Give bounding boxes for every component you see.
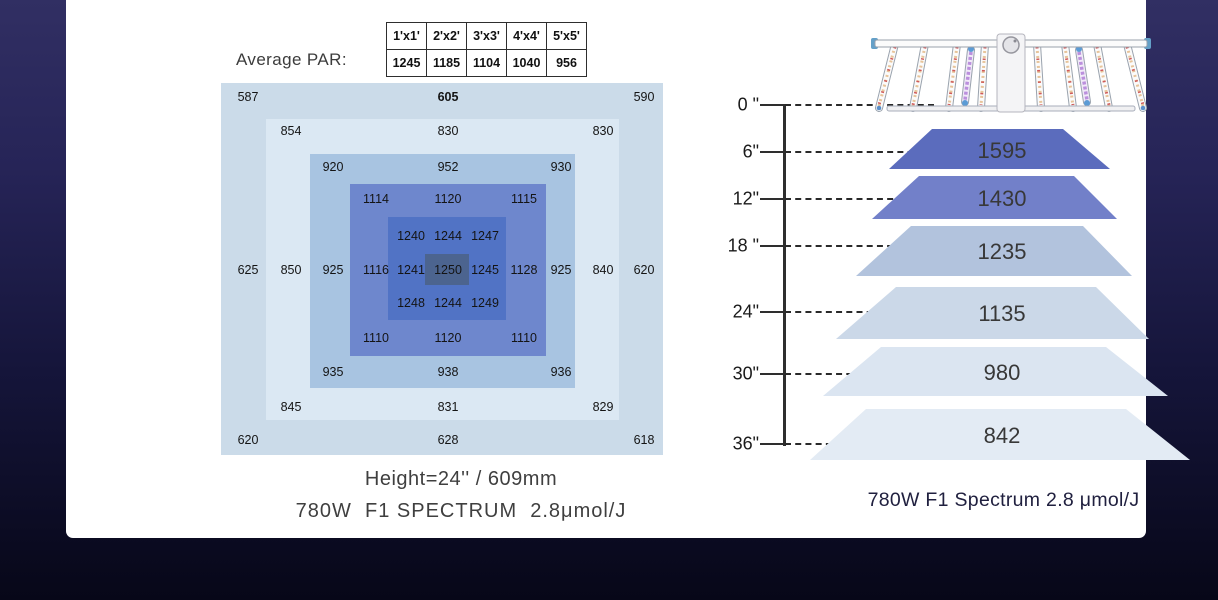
par-value: 1116: [363, 263, 389, 277]
ppfd-value-label: 842: [983, 423, 1021, 448]
ppfd-plane: [856, 226, 1132, 276]
par-value: 605: [437, 90, 459, 104]
par-value: 1114: [363, 192, 389, 206]
par-value: 1120: [434, 192, 462, 206]
par-table-value-cell: 1245: [386, 49, 427, 77]
ppfd-plane: [836, 287, 1149, 339]
average-par-table-header-row: 1'x1' 2'x2' 3'x3' 4'x4' 5'x5': [386, 22, 587, 50]
height-dashed-line: [785, 311, 934, 313]
par-value: 1248: [397, 296, 425, 310]
par-value: 618: [633, 433, 655, 447]
par-value: 829: [592, 400, 614, 414]
par-value: 1249: [471, 296, 499, 310]
height-tick-line: [760, 245, 785, 248]
grow-light-fixture-icon: [871, 33, 1151, 113]
par-table-value-cell: 956: [546, 49, 587, 77]
par-value: 587: [237, 90, 259, 104]
height-tick-label: 24": [732, 301, 759, 322]
height-axis-line: [783, 104, 786, 446]
par-value: 590: [633, 90, 655, 104]
par-value: 925: [550, 263, 572, 277]
ppfd-plane: [872, 176, 1117, 219]
par-value: 1247: [471, 229, 499, 243]
ppfd-plane: [889, 129, 1110, 169]
ppfd-plane: [823, 347, 1168, 396]
height-dashed-line: [785, 151, 934, 153]
height-tick-label: 0 ": [737, 94, 759, 115]
height-tick-label: 12": [732, 188, 759, 209]
par-table-header-cell: 3'x3': [466, 22, 507, 50]
ppfd-value-label: 980: [983, 360, 1021, 385]
height-tick-line: [760, 104, 785, 107]
ppfd-plane: [810, 409, 1190, 460]
par-value: 1128: [510, 263, 538, 277]
spectrum-caption-left: 780W F1 SPECTRUM 2.8μmol/J: [295, 500, 627, 522]
average-par-label: Average PAR:: [236, 50, 347, 69]
par-ring-center: [425, 254, 469, 285]
par-table-header-cell: 1'x1': [386, 22, 427, 50]
par-value: 1245: [471, 263, 499, 277]
par-value: 1115: [511, 192, 537, 206]
par-map: 587 605 590 625 620 620 628 618 854 830 830 850 840 8…: [221, 83, 663, 455]
par-value: 1241: [397, 263, 425, 277]
par-table-header-cell: 5'x5': [546, 22, 587, 50]
spectrum-caption-right: 780W F1 Spectrum 2.8 μmol/J: [867, 489, 1140, 511]
par-value: 854: [280, 124, 302, 138]
par-value: 840: [592, 263, 614, 277]
par-table-value-cell: 1185: [426, 49, 467, 77]
par-value: 1240: [397, 229, 425, 243]
par-value: 920: [322, 160, 344, 174]
par-table-value-cell: 1104: [466, 49, 507, 77]
content-panel: Average PAR: 1'x1' 2'x2' 3'x3' 4'x4' 5'x5' 1…: [66, 0, 1190, 538]
par-value: 628: [437, 433, 459, 447]
height-caption: Height=24'' / 609mm: [364, 468, 558, 490]
par-value: 620: [237, 433, 259, 447]
height-dashed-line: [785, 104, 934, 106]
par-value: 850: [280, 263, 302, 277]
height-tick-line: [760, 443, 785, 446]
par-value: 1110: [363, 331, 389, 345]
par-value: 625: [237, 263, 259, 277]
height-dashed-line: [785, 198, 934, 200]
par-value: 831: [437, 400, 459, 414]
height-tick-line: [760, 373, 785, 376]
ppfd-value-label: 1235: [977, 239, 1027, 264]
par-value: 1244: [434, 229, 462, 243]
par-value: 930: [550, 160, 572, 174]
height-tick-label: 6": [742, 141, 759, 162]
par-value: 925: [322, 263, 344, 277]
ppfd-value-label: 1595: [977, 138, 1027, 163]
par-value: 936: [550, 365, 572, 379]
par-value: 952: [437, 160, 459, 174]
ppfd-trapezoids: [810, 129, 1190, 460]
height-tick-label: 36": [732, 433, 759, 454]
par-value: 935: [322, 365, 344, 379]
average-par-table-value-row: 1245 1185 1104 1040 956: [386, 49, 587, 77]
ppfd-value-label: 1430: [977, 186, 1027, 211]
height-dashed-line: [785, 245, 934, 247]
par-value: 1244: [434, 296, 462, 310]
par-value: 620: [633, 263, 655, 277]
height-tick-line: [760, 151, 785, 154]
par-value: 938: [437, 365, 459, 379]
par-table-header-cell: 4'x4': [506, 22, 547, 50]
ppfd-value-label: 1135: [978, 301, 1026, 326]
par-value: 1120: [434, 331, 462, 345]
height-tick-line: [760, 198, 785, 201]
height-tick-label: 18 ": [727, 235, 759, 256]
par-value: 830: [592, 124, 614, 138]
par-value: 1250: [434, 263, 462, 277]
average-par-table: 1'x1' 2'x2' 3'x3' 4'x4' 5'x5' 1245 1185 1104 10…: [386, 22, 587, 77]
height-tick-line: [760, 311, 785, 314]
par-value: 1110: [511, 331, 537, 345]
height-tick-label: 30": [732, 363, 759, 384]
par-value: 830: [437, 124, 459, 138]
par-table-value-cell: 1040: [506, 49, 547, 77]
par-value: 845: [280, 400, 302, 414]
par-table-header-cell: 2'x2': [426, 22, 467, 50]
